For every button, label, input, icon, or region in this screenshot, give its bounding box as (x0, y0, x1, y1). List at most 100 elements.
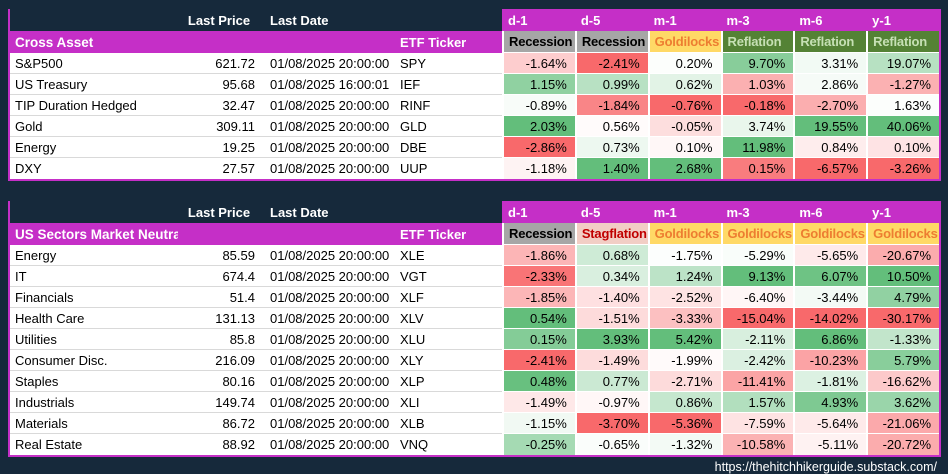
last-price-cell: 80.16 (178, 371, 260, 392)
heatmap-table: Last Price Last Date d-1 d-5 m-1 m-3 m-6 y-1 Cro… (8, 9, 941, 181)
performance-cell: 0.10% (866, 137, 939, 158)
table-row: DXY 27.57 01/08/2025 20:00:00 UUP -1.18% 1.40… (10, 158, 939, 179)
performance-cell: 5.42% (647, 329, 721, 350)
ticker-cell: VNQ (396, 434, 502, 455)
table-row: IT 674.4 01/08/2025 20:00:00 VGT -2.33% 0.34%… (10, 266, 939, 287)
performance-cell: 6.07% (793, 266, 867, 287)
performance-cell: 0.56% (574, 116, 648, 137)
last-date-cell: 01/08/2025 20:00:00 (260, 137, 396, 158)
performance-cell: -1.81% (793, 371, 867, 392)
performance-cell: -2.71% (647, 371, 721, 392)
performance-cell: 4.93% (793, 392, 867, 413)
performance-cell: -20.72% (866, 434, 939, 455)
last-date-cell: 01/08/2025 20:00:00 (260, 329, 396, 350)
last-price-cell: 27.57 (178, 158, 260, 179)
footer-link[interactable]: https://thehitchhikerguide.substack.com/ (714, 460, 937, 474)
performance-cell: -0.25% (502, 434, 575, 455)
last-price-cell: 19.25 (178, 137, 260, 158)
performance-cell: 10.50% (866, 266, 939, 287)
performance-cell: -16.62% (866, 371, 939, 392)
header-spacer (396, 201, 502, 223)
column-header-row: Last Price Last Date d-1 d-5 m-1 m-3 m-6 y-1 (10, 9, 939, 31)
regime-cell: Goldilocks (647, 223, 721, 245)
ticker-cell: IEF (396, 74, 502, 95)
ticker-cell: XLP (396, 371, 502, 392)
performance-cell: 0.10% (647, 137, 721, 158)
table-title: US Sectors Market Neutral (10, 223, 178, 245)
performance-cell: 3.93% (574, 329, 648, 350)
table-row: TIP Duration Hedged 32.47 01/08/2025 20:00… (10, 95, 939, 116)
last-price-cell: 32.47 (178, 95, 260, 116)
performance-cell: -0.05% (647, 116, 721, 137)
performance-cell: -1.99% (647, 350, 721, 371)
last-price-cell: 95.68 (178, 74, 260, 95)
performance-cell: 1.03% (720, 74, 794, 95)
performance-cell: 0.68% (574, 245, 648, 266)
asset-name-cell: TIP Duration Hedged (10, 95, 178, 116)
asset-name-cell: Energy (10, 245, 178, 266)
etf-ticker-header: ETF Ticker (396, 31, 502, 53)
performance-cell: 0.34% (574, 266, 648, 287)
performance-cell: -3.44% (793, 287, 867, 308)
header-spacer (10, 9, 178, 31)
performance-cell: 1.57% (720, 392, 794, 413)
last-date-header: Last Date (270, 204, 329, 220)
performance-cell: -2.11% (720, 329, 794, 350)
performance-cell: -1.33% (866, 329, 939, 350)
last-date-header: Last Date (270, 12, 329, 28)
last-price-cell: 85.8 (178, 329, 260, 350)
asset-name-cell: DXY (10, 158, 178, 179)
table-row: Staples 80.16 01/08/2025 20:00:00 XLP 0.48% 0… (10, 371, 939, 392)
last-date-cell: 01/08/2025 20:00:00 (260, 266, 396, 287)
regime-cell: Goldilocks (866, 223, 939, 245)
performance-cell: -5.65% (793, 245, 867, 266)
regime-cell: Stagflation (574, 223, 648, 245)
regime-cell: Reflation (793, 31, 867, 53)
asset-name-cell: Financials (10, 287, 178, 308)
header-spacer (178, 223, 260, 245)
asset-name-cell: Industrials (10, 392, 178, 413)
ticker-cell: UUP (396, 158, 502, 179)
performance-cell: -1.64% (502, 53, 575, 74)
header-spacer (260, 223, 396, 245)
performance-cell: -1.49% (502, 392, 575, 413)
last-date-cell: 01/08/2025 20:00:00 (260, 95, 396, 116)
table-title: Cross Asset (10, 31, 178, 53)
regime-cell: Recession (574, 31, 648, 53)
ticker-cell: XLU (396, 329, 502, 350)
etf-ticker-header: ETF Ticker (396, 223, 502, 245)
last-date-cell: 01/08/2025 20:00:00 (260, 116, 396, 137)
performance-cell: -1.51% (574, 308, 648, 329)
last-price-cell: 85.59 (178, 245, 260, 266)
performance-cell: -10.58% (720, 434, 794, 455)
table-row: US Treasury 95.68 01/08/2025 16:00:01 IEF 1.… (10, 74, 939, 95)
performance-cell: -3.26% (866, 158, 939, 179)
performance-cell: 0.48% (502, 371, 575, 392)
performance-cell: -6.57% (793, 158, 867, 179)
table-row: Materials 86.72 01/08/2025 20:00:00 XLB -1.1… (10, 413, 939, 434)
heatmap-table: Last Price Last Date d-1 d-5 m-1 m-3 m-6 y-1 US … (8, 201, 941, 457)
ticker-cell: XLF (396, 287, 502, 308)
performance-cell: 6.86% (793, 329, 867, 350)
last-date-cell: 01/08/2025 20:00:00 (260, 158, 396, 179)
performance-cell: -5.64% (793, 413, 867, 434)
header-spacer (10, 201, 178, 223)
performance-cell: -30.17% (866, 308, 939, 329)
last-price-cell: 621.72 (178, 53, 260, 74)
performance-cell: -1.27% (866, 74, 939, 95)
performance-cell: 0.54% (502, 308, 575, 329)
table-row: Industrials 149.74 01/08/2025 20:00:00 XLI -… (10, 392, 939, 413)
last-price-header: Last Price (187, 12, 251, 28)
last-date-cell: 01/08/2025 20:00:00 (260, 53, 396, 74)
last-date-cell: 01/08/2025 16:00:01 (260, 74, 396, 95)
last-date-cell: 01/08/2025 20:00:00 (260, 350, 396, 371)
performance-cell: 1.24% (647, 266, 721, 287)
performance-cell: -5.29% (720, 245, 794, 266)
performance-cell: 0.15% (502, 329, 575, 350)
performance-cell: -2.52% (647, 287, 721, 308)
performance-cell: -2.33% (502, 266, 575, 287)
performance-cell: 9.70% (720, 53, 794, 74)
ticker-cell: XLY (396, 350, 502, 371)
performance-cell: 1.40% (574, 158, 648, 179)
performance-cell: 1.63% (866, 95, 939, 116)
